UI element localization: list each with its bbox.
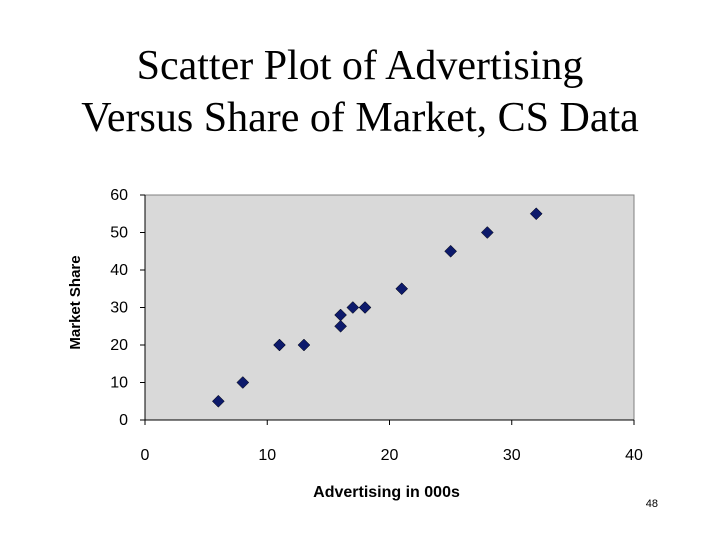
y-tick-label: 0 bbox=[119, 412, 128, 429]
x-tick-label: 20 bbox=[381, 447, 399, 464]
data-point bbox=[334, 319, 347, 333]
data-point bbox=[444, 244, 457, 258]
y-tick-label: 40 bbox=[110, 262, 128, 279]
data-point bbox=[395, 282, 409, 296]
x-tick-label: 10 bbox=[258, 447, 276, 464]
data-point bbox=[297, 338, 311, 352]
x-axis-label: Advertising in 000s bbox=[313, 484, 460, 501]
slide-title: Scatter Plot of Advertising Versus Share… bbox=[0, 40, 720, 144]
data-point bbox=[236, 376, 250, 389]
plot-area bbox=[144, 194, 635, 421]
x-axis: 0 10 20 30 40 bbox=[141, 419, 643, 464]
data-point bbox=[211, 394, 225, 408]
data-point bbox=[529, 207, 543, 221]
y-tick-label: 20 bbox=[110, 337, 128, 354]
y-tick-label: 30 bbox=[110, 300, 128, 317]
data-point bbox=[480, 226, 494, 239]
y-tick-label: 60 bbox=[110, 187, 128, 204]
y-tick-label: 50 bbox=[110, 225, 128, 242]
x-tick-label: 30 bbox=[503, 447, 521, 464]
x-tick-label: 40 bbox=[625, 447, 643, 464]
y-tick-label: 10 bbox=[110, 375, 128, 392]
data-point bbox=[273, 338, 286, 352]
data-point bbox=[334, 308, 347, 322]
x-tick-label: 0 bbox=[141, 447, 150, 464]
slide-title-line-2: Versus Share of Market, CS Data bbox=[81, 95, 639, 141]
data-point bbox=[346, 301, 360, 314]
slide-title-line-1: Scatter Plot of Advertising bbox=[136, 43, 584, 89]
page-number: 48 bbox=[645, 498, 658, 510]
data-points bbox=[211, 207, 543, 408]
data-point bbox=[358, 301, 372, 314]
y-axis-label: Market Share bbox=[67, 255, 84, 349]
y-axis: 0 10 20 30 40 50 60 bbox=[110, 187, 146, 429]
